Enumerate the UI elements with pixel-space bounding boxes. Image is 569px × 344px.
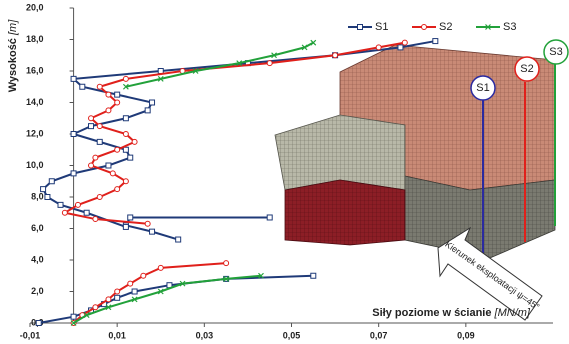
marker — [123, 147, 128, 152]
legend-label: S2 — [439, 21, 452, 33]
y-tick-label: 2,0 — [31, 286, 44, 296]
x-tick-label: -0,01 — [20, 330, 41, 340]
marker — [224, 261, 229, 266]
marker — [402, 40, 407, 45]
y-tick-label: 18,0 — [26, 34, 44, 44]
marker — [150, 100, 155, 105]
x-tick-label: 0,01 — [108, 330, 126, 340]
marker — [158, 69, 163, 74]
marker — [115, 295, 120, 300]
marker — [128, 281, 133, 286]
x-tick-label: 0,07 — [370, 330, 388, 340]
x-label: Siły poziome w ścianie — [372, 307, 491, 319]
marker — [84, 210, 89, 215]
marker — [123, 224, 128, 229]
marker — [150, 229, 155, 234]
y-tick-label: 6,0 — [31, 223, 44, 233]
marker — [132, 289, 137, 294]
marker — [75, 202, 80, 207]
marker — [89, 124, 94, 129]
marker — [97, 195, 102, 200]
marker — [267, 215, 272, 220]
marker — [89, 163, 94, 168]
x-axis-title: Siły poziome w ścianie [MN/m] — [372, 307, 531, 319]
marker — [115, 187, 120, 192]
marker — [398, 45, 403, 50]
marker — [80, 84, 85, 89]
marker — [376, 45, 381, 50]
marker — [141, 273, 146, 278]
marker — [145, 221, 150, 226]
y-tick-label: 16,0 — [26, 65, 44, 75]
y-label: Wysokość — [7, 38, 19, 92]
marker — [36, 321, 41, 326]
marker — [41, 187, 46, 192]
marker — [45, 195, 50, 200]
x-tick-label: 0,09 — [457, 330, 475, 340]
building-label: S3 — [549, 46, 562, 58]
y-axis-title: Wysokość [m] — [7, 19, 19, 93]
marker — [106, 163, 111, 168]
marker — [123, 116, 128, 121]
marker — [123, 179, 128, 184]
marker — [106, 108, 111, 113]
legend-marker — [358, 25, 363, 30]
y-tick-label: 8,0 — [31, 191, 44, 201]
marker — [93, 217, 98, 222]
marker — [145, 108, 150, 113]
page: S1 S2 S3 Kierunek eksploatacji ψ=45° Wys… — [0, 0, 569, 344]
building-render: S1 S2 S3 Kierunek eksploatacji ψ=45° — [275, 40, 568, 320]
marker — [106, 92, 111, 97]
chart: S1 S2 S3 Kierunek eksploatacji ψ=45° Wys… — [0, 0, 569, 344]
marker — [49, 179, 54, 184]
x-tick-label: 0,03 — [196, 330, 214, 340]
x-unit: [MN/m] — [494, 307, 531, 319]
building-label: S2 — [520, 63, 533, 75]
marker — [115, 147, 120, 152]
marker — [123, 132, 128, 137]
marker — [176, 237, 181, 242]
marker — [62, 210, 67, 215]
marker — [71, 76, 76, 81]
marker — [158, 265, 163, 270]
marker — [93, 305, 98, 310]
y-tick-label: 4,0 — [31, 254, 44, 264]
marker — [115, 92, 120, 97]
marker — [110, 171, 115, 176]
legend-label: S1 — [375, 21, 388, 33]
y-tick-label: 12,0 — [26, 128, 44, 138]
legend-label: S3 — [503, 21, 516, 33]
marker — [97, 124, 102, 129]
y-unit: [m] — [7, 19, 19, 36]
legend-marker — [422, 25, 427, 30]
marker — [115, 100, 120, 105]
marker — [106, 297, 111, 302]
y-tick-label: 20,0 — [26, 2, 44, 12]
marker — [333, 53, 338, 58]
marker — [97, 84, 102, 89]
building-label: S1 — [476, 82, 489, 94]
marker — [89, 116, 94, 121]
marker — [128, 215, 133, 220]
marker — [58, 202, 63, 207]
marker — [71, 314, 76, 319]
x-tick-label: 0,05 — [283, 330, 301, 340]
marker — [97, 139, 102, 144]
marker — [267, 61, 272, 66]
marker — [123, 76, 128, 81]
marker — [132, 139, 137, 144]
marker — [433, 39, 438, 44]
y-tick-label: 10,0 — [26, 160, 44, 170]
marker — [71, 132, 76, 137]
y-tick-label: 14,0 — [26, 97, 44, 107]
marker — [128, 155, 133, 160]
marker — [71, 171, 76, 176]
marker — [93, 155, 98, 160]
marker — [311, 273, 316, 278]
marker — [115, 289, 120, 294]
